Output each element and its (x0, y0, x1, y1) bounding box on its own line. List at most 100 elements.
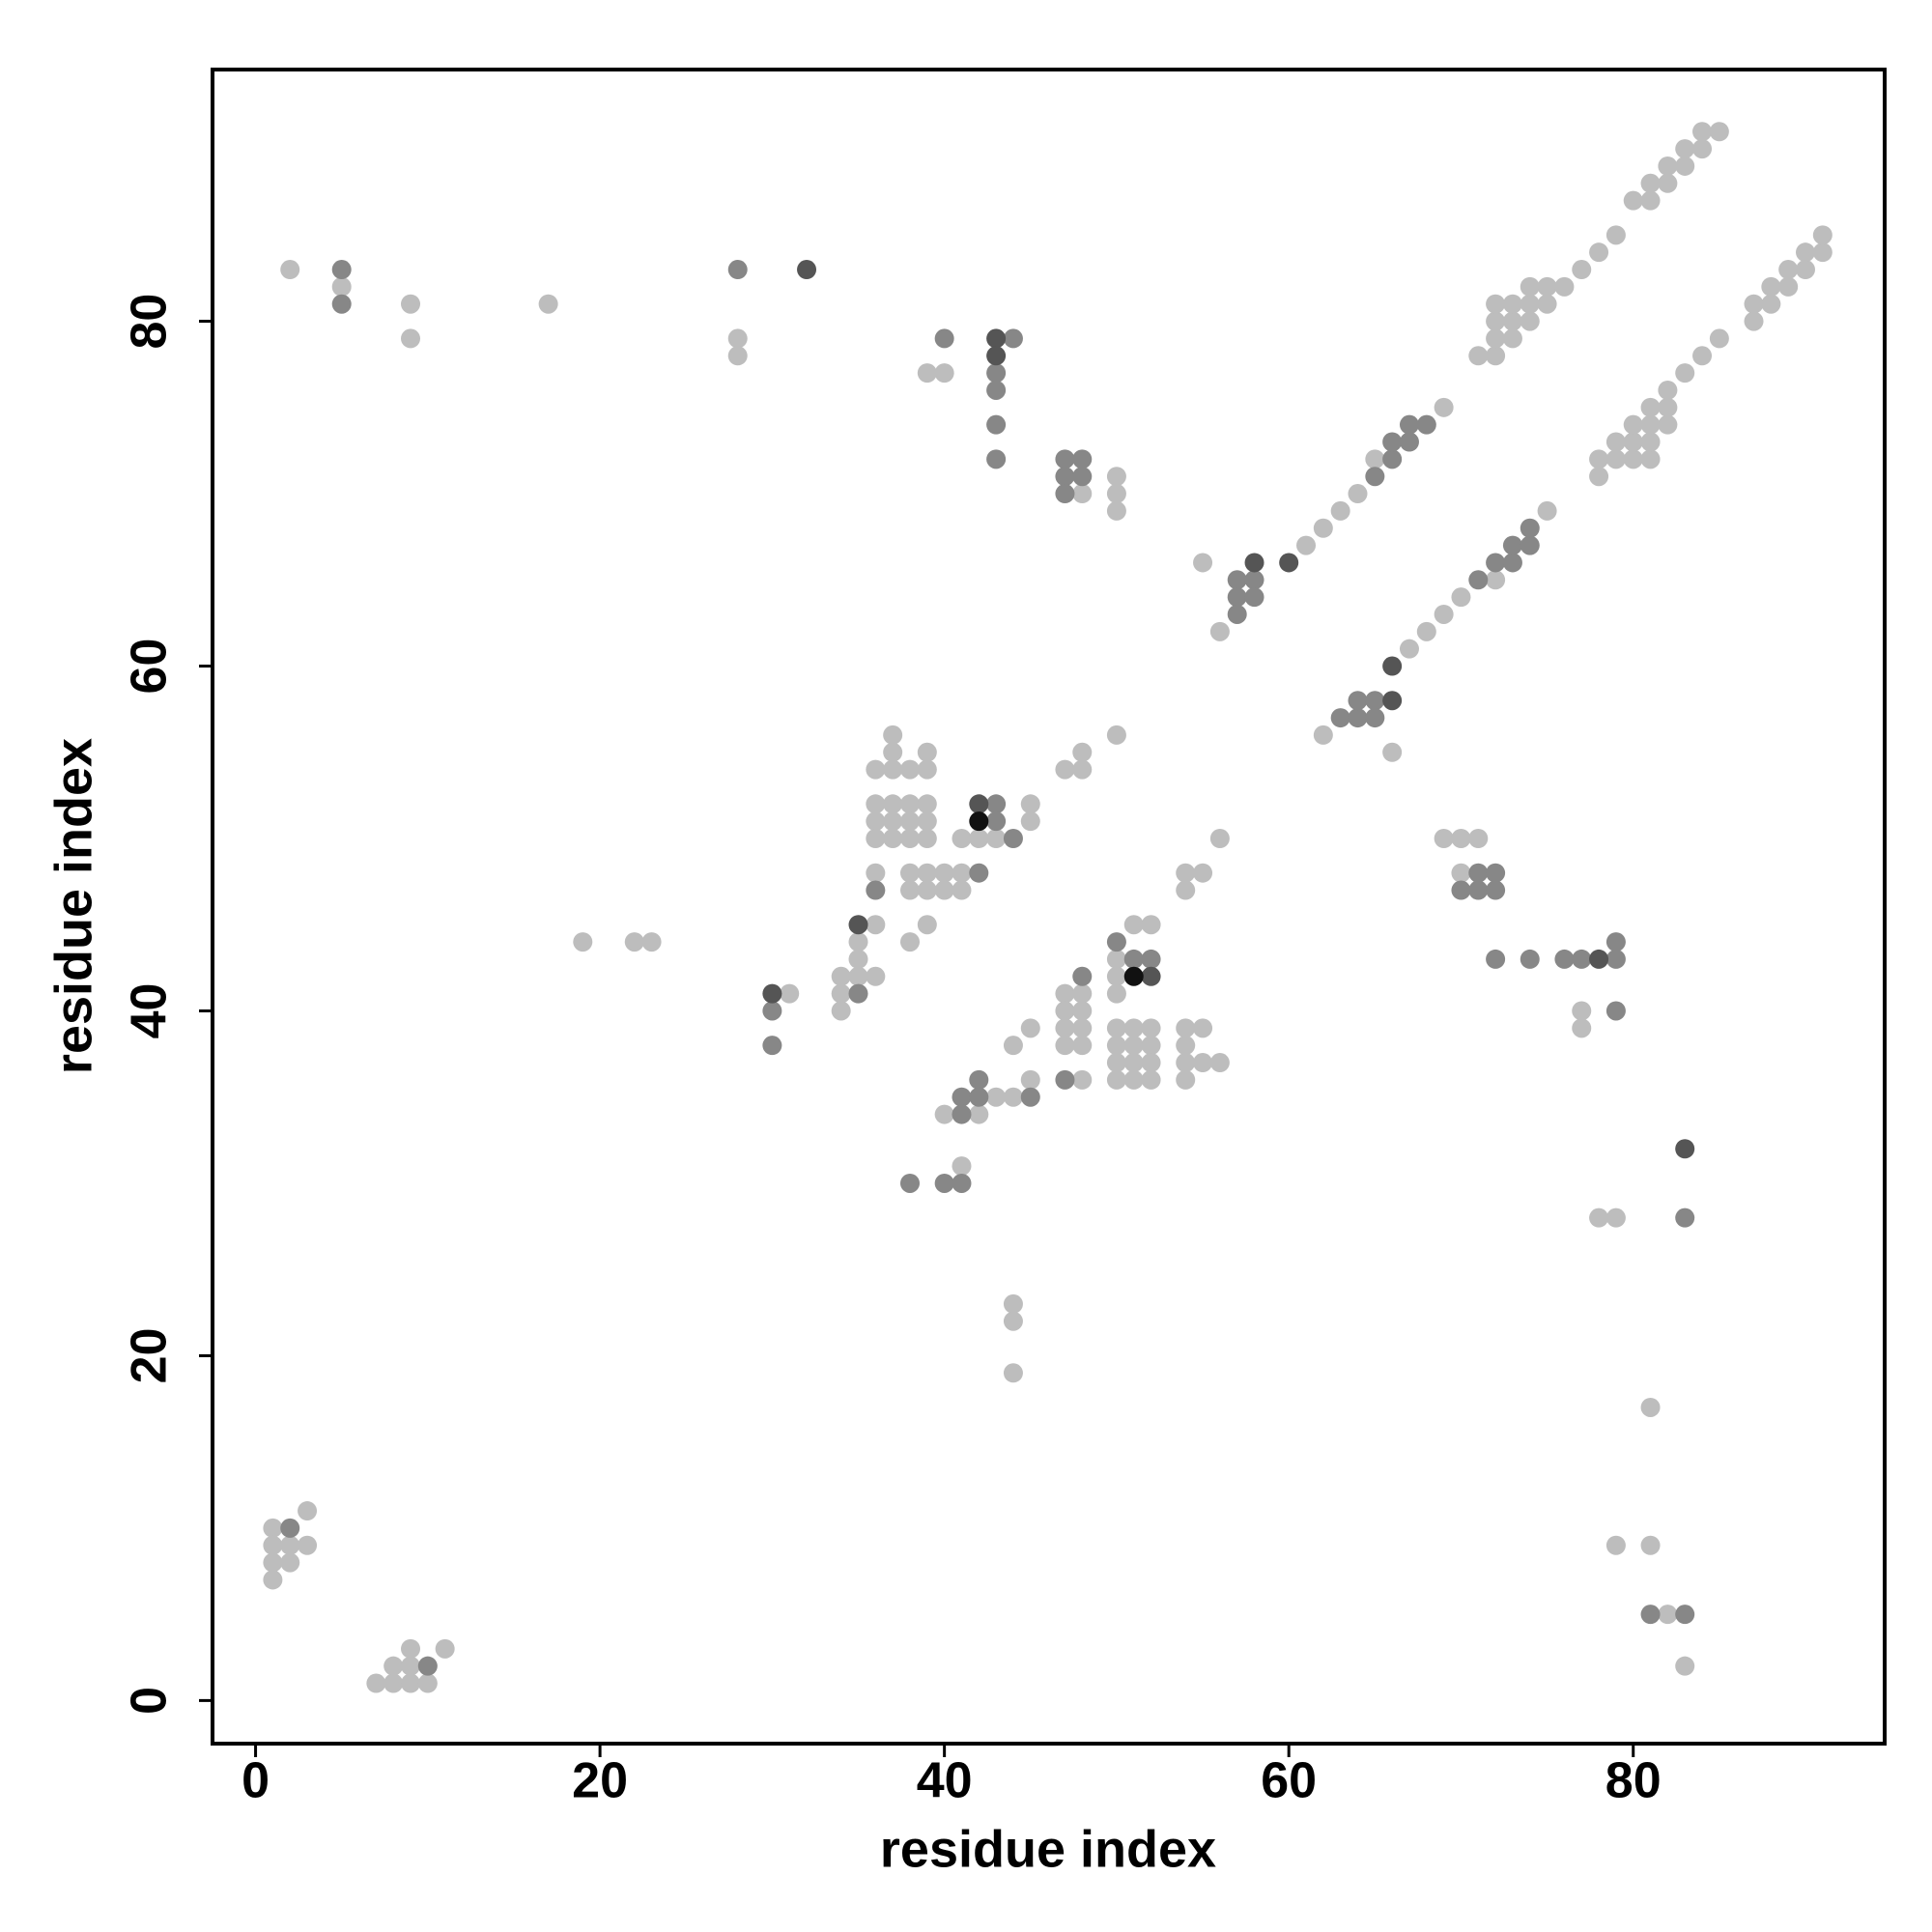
contact-point (1502, 328, 1522, 349)
x-tick-label: 20 (572, 1753, 628, 1809)
contact-point (1486, 553, 1506, 573)
contact-point (1640, 432, 1661, 452)
contact-point (917, 863, 937, 883)
contact-point (1486, 294, 1506, 314)
contact-point (1640, 414, 1661, 435)
contact-point (1382, 449, 1403, 469)
contact-point (1176, 1053, 1196, 1073)
contact-point (1502, 311, 1522, 331)
contact-point (969, 829, 989, 849)
contact-point (1502, 294, 1522, 314)
contact-point (1658, 156, 1678, 176)
contact-point (1605, 225, 1626, 245)
contact-point (1003, 1311, 1023, 1331)
contact-point (831, 1001, 851, 1021)
contact-point (1605, 1001, 1626, 1021)
contact-point (1020, 811, 1040, 832)
contact-point (1055, 1069, 1075, 1090)
contact-point (934, 863, 954, 883)
contact-point (899, 794, 920, 814)
contact-point (1778, 260, 1799, 280)
contact-point (780, 983, 800, 1004)
contact-point (641, 932, 662, 952)
contact-point (1176, 880, 1196, 900)
contact-point (280, 1552, 300, 1573)
contact-point (1003, 328, 1023, 349)
contact-point (1106, 983, 1126, 1004)
contact-point (1176, 1069, 1196, 1090)
contact-point (1106, 1036, 1126, 1056)
contact-point (1589, 242, 1609, 263)
contact-point (1486, 949, 1506, 969)
contact-point (917, 915, 937, 935)
contact-point (934, 1104, 954, 1124)
contact-point (899, 932, 920, 952)
contact-point (1502, 535, 1522, 555)
contact-point (1399, 639, 1419, 659)
contact-point (1106, 949, 1126, 969)
contact-point (1658, 1605, 1678, 1625)
contact-point (1020, 1087, 1040, 1107)
contact-point (899, 829, 920, 849)
contact-point (883, 794, 903, 814)
contact-point (986, 829, 1007, 849)
contact-point (899, 863, 920, 883)
contact-point (331, 260, 352, 280)
contact-point (1072, 1018, 1093, 1038)
contact-point (848, 983, 868, 1004)
contact-point (1209, 829, 1230, 849)
contact-point (1055, 1001, 1075, 1021)
contact-point (1106, 724, 1126, 745)
contact-point (280, 1518, 300, 1538)
contact-point (1658, 380, 1678, 400)
contact-point (1123, 1053, 1144, 1073)
contact-point (969, 811, 989, 832)
contact-point (1623, 190, 1643, 211)
contact-point (1537, 500, 1557, 521)
contact-point (1675, 1656, 1695, 1676)
contact-point (883, 811, 903, 832)
contact-point (1520, 949, 1540, 969)
contact-point (1209, 621, 1230, 641)
x-tick-label: 60 (1261, 1753, 1317, 1809)
contact-point (1106, 1069, 1126, 1090)
contact-point (1640, 449, 1661, 469)
contact-point (986, 328, 1007, 349)
contact-point (1141, 1018, 1161, 1038)
contact-point (1399, 414, 1419, 435)
contact-point (1623, 449, 1643, 469)
contact-point (1176, 1018, 1196, 1038)
contact-point (1003, 1293, 1023, 1314)
contact-point (1106, 1053, 1126, 1073)
contact-point (1382, 656, 1403, 676)
contact-point (417, 1656, 438, 1676)
contact-point (1072, 449, 1093, 469)
contact-point (1330, 708, 1350, 728)
contact-point (952, 880, 972, 900)
contact-point (1141, 949, 1161, 969)
x-tick-label: 40 (917, 1753, 973, 1809)
contact-point (1520, 535, 1540, 555)
contact-point (1193, 863, 1213, 883)
contact-point (917, 363, 937, 384)
contact-point (727, 260, 748, 280)
contact-point (1279, 553, 1299, 573)
contact-point (1520, 518, 1540, 538)
contact-point (1141, 1069, 1161, 1090)
contact-point (1468, 863, 1489, 883)
contact-point (1227, 604, 1247, 624)
contact-point (866, 794, 886, 814)
contact-point (1072, 742, 1093, 762)
contact-point (934, 880, 954, 900)
contact-point (1589, 449, 1609, 469)
contact-point (1451, 829, 1471, 849)
contact-point (1605, 449, 1626, 469)
contact-point (401, 1673, 421, 1693)
x-axis-title: residue index (880, 1820, 1216, 1878)
contact-point (1365, 691, 1385, 711)
contact-point (1365, 467, 1385, 487)
contact-point (1020, 794, 1040, 814)
contact-point (1123, 1018, 1144, 1038)
contact-point (848, 915, 868, 935)
contact-point (1486, 570, 1506, 590)
